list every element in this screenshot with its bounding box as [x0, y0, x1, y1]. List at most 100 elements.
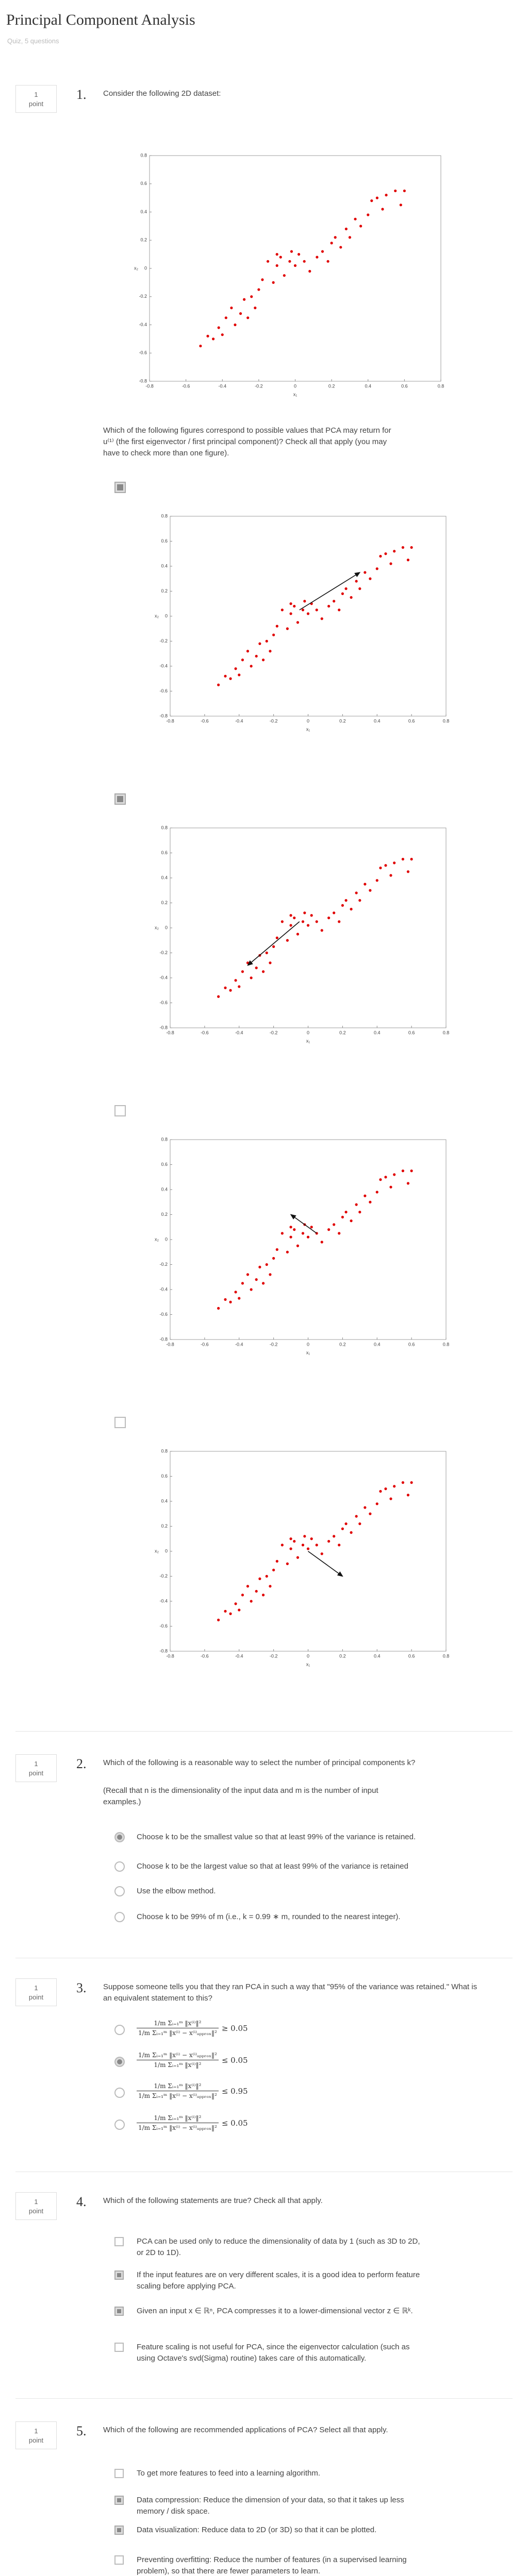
question-number: 4.: [76, 2194, 87, 2209]
data-point: [230, 307, 233, 310]
x-tick-label: 0.6: [408, 1653, 415, 1658]
option-text: If the input features are on very differ…: [137, 2270, 420, 2291]
y-axis-label: x₂: [134, 265, 139, 270]
point-box: 1 point: [15, 1754, 57, 1782]
numerator: 1/m Σᵢ₌₁ᵐ ‖x⁽ⁱ⁾‖²: [137, 2020, 219, 2028]
question-prompt-2: (Recall that n is the dimensionality of …: [103, 1786, 378, 1806]
data-point: [341, 1215, 344, 1218]
fraction: 1/m Σᵢ₌₁ᵐ ‖x⁽ⁱ⁾‖² 1/m Σᵢ₌₁ᵐ ‖x⁽ⁱ⁾ − x⁽ⁱ⁾ₐ…: [137, 2020, 219, 2037]
question-number: 2.: [76, 1756, 87, 1771]
scatter-plot: -0.8 -0.6 -0.4 -0.2 0 0.2 0.4 0.6 0.8 -0.8 -0.6 -0.…: [155, 1448, 449, 1667]
data-point: [238, 1297, 241, 1300]
data-point: [255, 655, 258, 658]
option-checkbox[interactable]: [114, 2526, 124, 2535]
data-point: [369, 1200, 372, 1204]
y-tick-label: -0.4: [159, 1598, 168, 1603]
option-checkbox[interactable]: [114, 2496, 124, 2505]
data-point: [275, 1560, 278, 1563]
x-tick-label: -0.8: [166, 1030, 174, 1035]
option-radio[interactable]: [114, 2120, 125, 2130]
data-point: [272, 281, 275, 284]
data-point: [401, 546, 405, 549]
y-tick-label: 0.2: [161, 588, 168, 594]
data-point: [289, 924, 292, 927]
data-point: [389, 1497, 392, 1500]
data-point: [344, 587, 348, 590]
option-checkbox[interactable]: [114, 482, 126, 493]
x-tick-label: -0.6: [201, 1030, 209, 1035]
data-point: [381, 208, 384, 211]
data-point: [370, 199, 373, 202]
numerator: 1/m Σᵢ₌₁ᵐ ‖x⁽ⁱ⁾ − x⁽ⁱ⁾ₐₚₚᵣₒₓ‖²: [137, 2052, 219, 2060]
data-point: [330, 242, 333, 245]
x-axis-label: x₁: [306, 726, 310, 732]
y-tick-label: -0.6: [139, 350, 147, 355]
x-axis-label: x₁: [306, 1662, 310, 1667]
data-point: [375, 196, 379, 199]
data-point: [358, 899, 361, 902]
y-tick-label: 0.4: [161, 1187, 168, 1192]
data-point: [289, 612, 292, 615]
data-point: [320, 1241, 323, 1244]
option-checkbox[interactable]: [114, 1105, 126, 1116]
point-unit: point: [28, 100, 44, 108]
data-point: [206, 334, 209, 337]
quiz-subtitle: Quiz, 5 questions: [7, 37, 59, 45]
y-tick-label: -0.8: [159, 713, 168, 718]
y-tick-label: -0.8: [139, 378, 147, 383]
eigenvector-arrow: [308, 1551, 343, 1577]
option-checkbox[interactable]: [114, 793, 126, 805]
question-prompt: Consider the following 2D dataset:: [103, 89, 221, 98]
option-checkbox[interactable]: [114, 2343, 124, 2352]
option-radio[interactable]: [114, 2025, 125, 2035]
point-count: 1: [34, 2198, 38, 2206]
eigenvector-arrow: [290, 1214, 317, 1234]
data-point: [272, 1257, 275, 1260]
scatter-plot: -0.8 -0.6 -0.4 -0.2 0 0.2 0.4 0.6 0.8 -0.8 -0.6 -0.…: [155, 513, 449, 732]
data-point: [269, 1585, 272, 1588]
option-checkbox[interactable]: [114, 2469, 124, 2478]
option-checkbox[interactable]: [114, 2270, 124, 2280]
option-checkbox[interactable]: [114, 1417, 126, 1428]
data-point: [379, 867, 382, 870]
data-point: [320, 929, 323, 932]
option-radio[interactable]: [114, 1832, 125, 1842]
option-checkbox[interactable]: [114, 2555, 124, 2565]
option-radio[interactable]: [114, 1886, 125, 1896]
data-point: [327, 917, 331, 920]
data-point: [334, 236, 337, 239]
option-checkbox[interactable]: [114, 2307, 124, 2316]
option-radio[interactable]: [114, 2088, 125, 2098]
option-radio[interactable]: [114, 2057, 125, 2067]
data-point: [289, 1226, 292, 1229]
y-tick-label: -0.8: [159, 1025, 168, 1030]
x-tick-label: 0: [307, 1342, 309, 1347]
option-radio[interactable]: [114, 1861, 125, 1872]
data-point: [401, 1170, 405, 1173]
data-point: [261, 970, 265, 973]
data-point: [272, 945, 275, 948]
data-point: [354, 217, 357, 221]
data-point: [341, 1527, 344, 1530]
data-point: [338, 1232, 341, 1235]
data-point: [261, 1282, 265, 1285]
point-unit: point: [28, 1769, 44, 1777]
question-prompt: Which of the following is a reasonable w…: [103, 1758, 416, 1767]
denominator: 1/m Σᵢ₌₁ᵐ ‖x⁽ⁱ⁾‖²: [154, 2061, 202, 2069]
data-point: [321, 250, 324, 253]
y-axis-label: x₂: [155, 613, 159, 618]
option-checkbox[interactable]: [114, 2237, 124, 2246]
data-point: [280, 608, 284, 612]
data-point: [229, 1612, 232, 1615]
data-point: [261, 1594, 265, 1597]
x-tick-label: -0.4: [235, 1653, 243, 1658]
y-tick-label: 0.4: [161, 1498, 168, 1503]
data-point: [289, 1547, 292, 1550]
data-point: [224, 1298, 227, 1301]
y-tick-label: -0.8: [159, 1336, 168, 1342]
data-point: [303, 260, 306, 263]
option-radio[interactable]: [114, 1912, 125, 1922]
data-point: [238, 673, 241, 676]
data-point: [310, 1226, 313, 1229]
question-number: 3.: [76, 1980, 87, 1995]
